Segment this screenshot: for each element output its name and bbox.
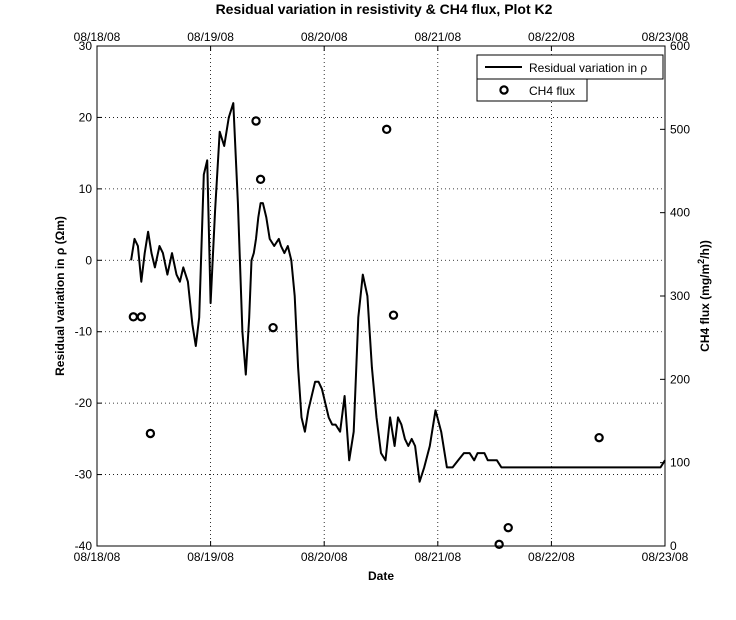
x-tick-label-top: 08/22/08 <box>528 30 575 44</box>
ch4-flux-point <box>381 124 392 135</box>
y-tick-label-left: -10 <box>75 325 93 339</box>
x-tick-label-top: 08/19/08 <box>187 30 234 44</box>
x-tick-label: 08/18/08 <box>74 550 121 564</box>
legend-box-marker <box>476 78 588 102</box>
y-tick-label-right: 200 <box>670 372 690 386</box>
y-tick-label-right: 100 <box>670 456 690 470</box>
y-tick-label-right: 400 <box>670 206 690 220</box>
plot-area <box>97 46 665 546</box>
y-tick-label-left: -40 <box>75 539 93 553</box>
y-tick-label-left: 10 <box>79 182 93 196</box>
x-tick-label: 08/19/08 <box>187 550 234 564</box>
series-line-residual <box>130 102 666 483</box>
y-tick-label-right: 300 <box>670 289 690 303</box>
x-tick-label-top: 08/20/08 <box>301 30 348 44</box>
ch4-flux-point <box>145 428 156 439</box>
ch4-flux-point <box>136 312 147 322</box>
x-tick-label: 08/22/08 <box>528 550 575 564</box>
y-tick-label-left: 20 <box>79 110 93 124</box>
y-tick-label-left: -30 <box>75 468 93 482</box>
y-axis-label-right-sup: 2 <box>696 259 706 264</box>
x-tick-label: 08/21/08 <box>414 550 461 564</box>
y-tick-label-right: 0 <box>670 539 677 553</box>
x-tick-label-top: 08/18/08 <box>74 30 121 44</box>
legend-marker-swatch <box>499 85 509 95</box>
y-tick-label-left: 30 <box>79 39 93 53</box>
ch4-flux-point <box>594 432 604 443</box>
y-axis-label-right: CH4 flux (mg/m2/h)) <box>696 240 712 352</box>
ch4-flux-point <box>251 116 261 126</box>
ch4-flux-point <box>388 310 399 320</box>
ch4-flux-point <box>255 174 266 185</box>
x-tick-label: 08/20/08 <box>301 550 348 564</box>
y-axis-label-right-suffix: /h)) <box>698 240 712 259</box>
x-axis-label: Date <box>368 569 394 583</box>
y-axis-label-left: Residual variation in ρ (Ωm) <box>53 216 67 376</box>
ch4-flux-point <box>268 322 278 333</box>
x-tick-label-top: 08/23/08 <box>642 30 689 44</box>
legend-label-residual: Residual variation in ρ <box>529 61 647 75</box>
y-tick-label-left: 0 <box>85 253 92 267</box>
x-tick-label: 08/23/08 <box>642 550 689 564</box>
x-tick-label-top: 08/21/08 <box>414 30 461 44</box>
y-tick-label-right: 600 <box>670 39 690 53</box>
y-axis-label-right-prefix: CH4 flux (mg/m <box>698 264 712 352</box>
y-tick-label-right: 500 <box>670 122 690 136</box>
ch4-flux-point <box>503 522 513 533</box>
legend-label-ch4: CH4 flux <box>529 84 575 98</box>
chart-title: Residual variation in resistivity & CH4 … <box>216 1 553 17</box>
ch4-flux-point <box>494 539 504 550</box>
y-tick-label-left: -20 <box>75 396 93 410</box>
